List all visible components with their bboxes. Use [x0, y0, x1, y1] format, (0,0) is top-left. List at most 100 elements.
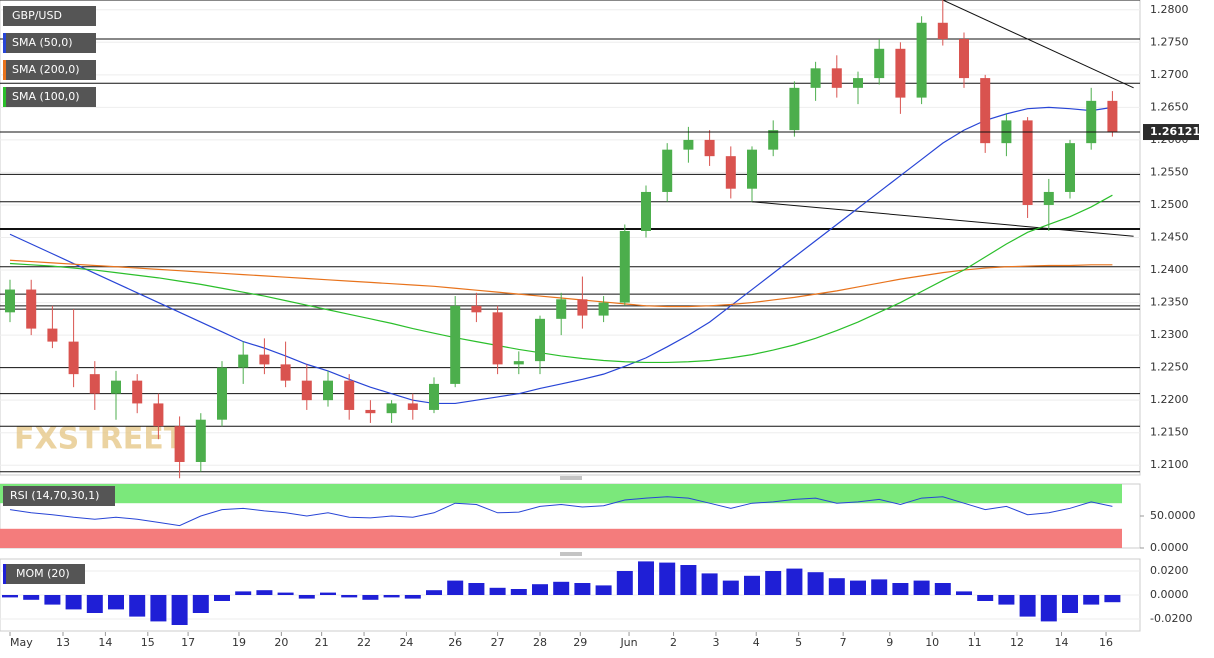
mom-bar	[956, 591, 972, 595]
y-tick-label: 1.2800	[1150, 3, 1189, 16]
mom-bar	[468, 583, 485, 595]
sma-line	[9, 106, 1113, 405]
x-tick-label: May	[10, 636, 33, 649]
y-tick-label: 1.2450	[1150, 231, 1189, 244]
mom-bar	[1040, 595, 1057, 622]
mom-bar	[616, 571, 633, 595]
candle-body	[1086, 100, 1097, 144]
candle-body	[471, 305, 482, 313]
candle-body	[556, 299, 567, 319]
legend-swatch	[3, 33, 6, 53]
mom-bar	[426, 590, 442, 595]
x-tick-label: 28	[533, 636, 547, 649]
candle-body	[598, 302, 609, 316]
candle-body	[1065, 143, 1075, 192]
legend-swatch	[3, 87, 6, 107]
candle-body	[768, 130, 779, 150]
mom-bar	[722, 580, 739, 595]
mom-bar	[86, 595, 103, 613]
x-tick-label: 27	[491, 636, 505, 649]
candle-body	[26, 289, 37, 329]
mom-bar	[1083, 595, 1100, 605]
mom-bar	[510, 589, 527, 595]
legend-swatch	[3, 564, 6, 584]
mom-bar	[828, 578, 845, 595]
candle-body	[662, 149, 673, 192]
mom-bar	[1104, 595, 1121, 603]
candle-body	[5, 289, 15, 313]
candle-body	[704, 139, 715, 157]
mom-bar	[65, 595, 82, 610]
mom-bar	[341, 595, 358, 598]
candle-body	[874, 48, 885, 79]
mom-bar	[892, 583, 909, 595]
candle-body	[301, 380, 312, 401]
mom-bar	[150, 595, 167, 622]
mom-bar	[553, 581, 570, 595]
x-tick-label: 5	[795, 636, 802, 649]
mom-bar	[807, 572, 824, 595]
x-tick-label: 13	[56, 636, 70, 649]
legend-swatch	[3, 6, 6, 26]
x-tick-label: Jun	[619, 636, 637, 649]
candle-body	[323, 380, 333, 401]
candle-body	[937, 22, 948, 40]
candle-body	[450, 305, 461, 384]
last-price-box	[1143, 124, 1199, 141]
mom-bar	[320, 592, 336, 595]
y-tick-label: 1.2700	[1150, 68, 1189, 81]
legend-label: SMA (100,0)	[12, 90, 80, 103]
candle-body	[747, 149, 757, 189]
candle-body	[89, 374, 100, 394]
mom-bar	[277, 592, 294, 595]
y-tick-label: 0.0000	[1150, 541, 1189, 554]
y-tick-label: 1.2550	[1150, 165, 1189, 178]
mom-bar	[383, 595, 400, 598]
mom-bar	[532, 584, 548, 595]
mom-bar	[192, 595, 209, 613]
mom-bar	[998, 595, 1015, 605]
candle-body	[789, 87, 800, 131]
mom-bar	[447, 580, 464, 595]
legend-box	[3, 486, 115, 506]
trend-line	[751, 201, 1134, 237]
candle-body	[1107, 100, 1118, 133]
mom-bar	[108, 595, 124, 610]
x-tick-label: 10	[925, 636, 939, 649]
x-tick-label: 17	[181, 636, 195, 649]
legend-swatch	[3, 60, 6, 80]
mom-bar	[659, 562, 676, 595]
candle-body	[68, 341, 79, 375]
candle-body	[386, 403, 397, 414]
y-tick-label: 1.2300	[1150, 328, 1189, 341]
candle-body	[132, 380, 143, 404]
x-tick-label: 16	[1099, 636, 1113, 649]
y-tick-label: 1.2650	[1150, 100, 1189, 113]
mom-bar	[362, 595, 379, 600]
candle-body	[195, 419, 206, 462]
mom-bar	[489, 587, 506, 595]
mom-bar	[913, 580, 930, 595]
sma-line	[9, 194, 1113, 364]
candle-body	[959, 39, 969, 79]
x-tick-label: 22	[357, 636, 371, 649]
x-tick-label: 24	[399, 636, 413, 649]
candle-body	[725, 156, 736, 189]
candle-body	[365, 409, 376, 414]
candle-body	[492, 312, 503, 365]
mom-bar	[404, 595, 421, 599]
x-tick-label: 15	[141, 636, 155, 649]
mom-bar	[786, 568, 803, 595]
mom-bar	[214, 595, 230, 601]
candle-body	[980, 78, 991, 144]
y-tick-label: 1.2250	[1150, 361, 1189, 374]
mom-bar	[934, 583, 951, 595]
overbought-zone	[0, 484, 1122, 504]
candle-body	[683, 139, 694, 150]
x-tick-label: 29	[573, 636, 587, 649]
mom-bar	[574, 583, 591, 595]
x-tick-label: 2	[670, 636, 677, 649]
x-tick-label: 26	[448, 636, 462, 649]
